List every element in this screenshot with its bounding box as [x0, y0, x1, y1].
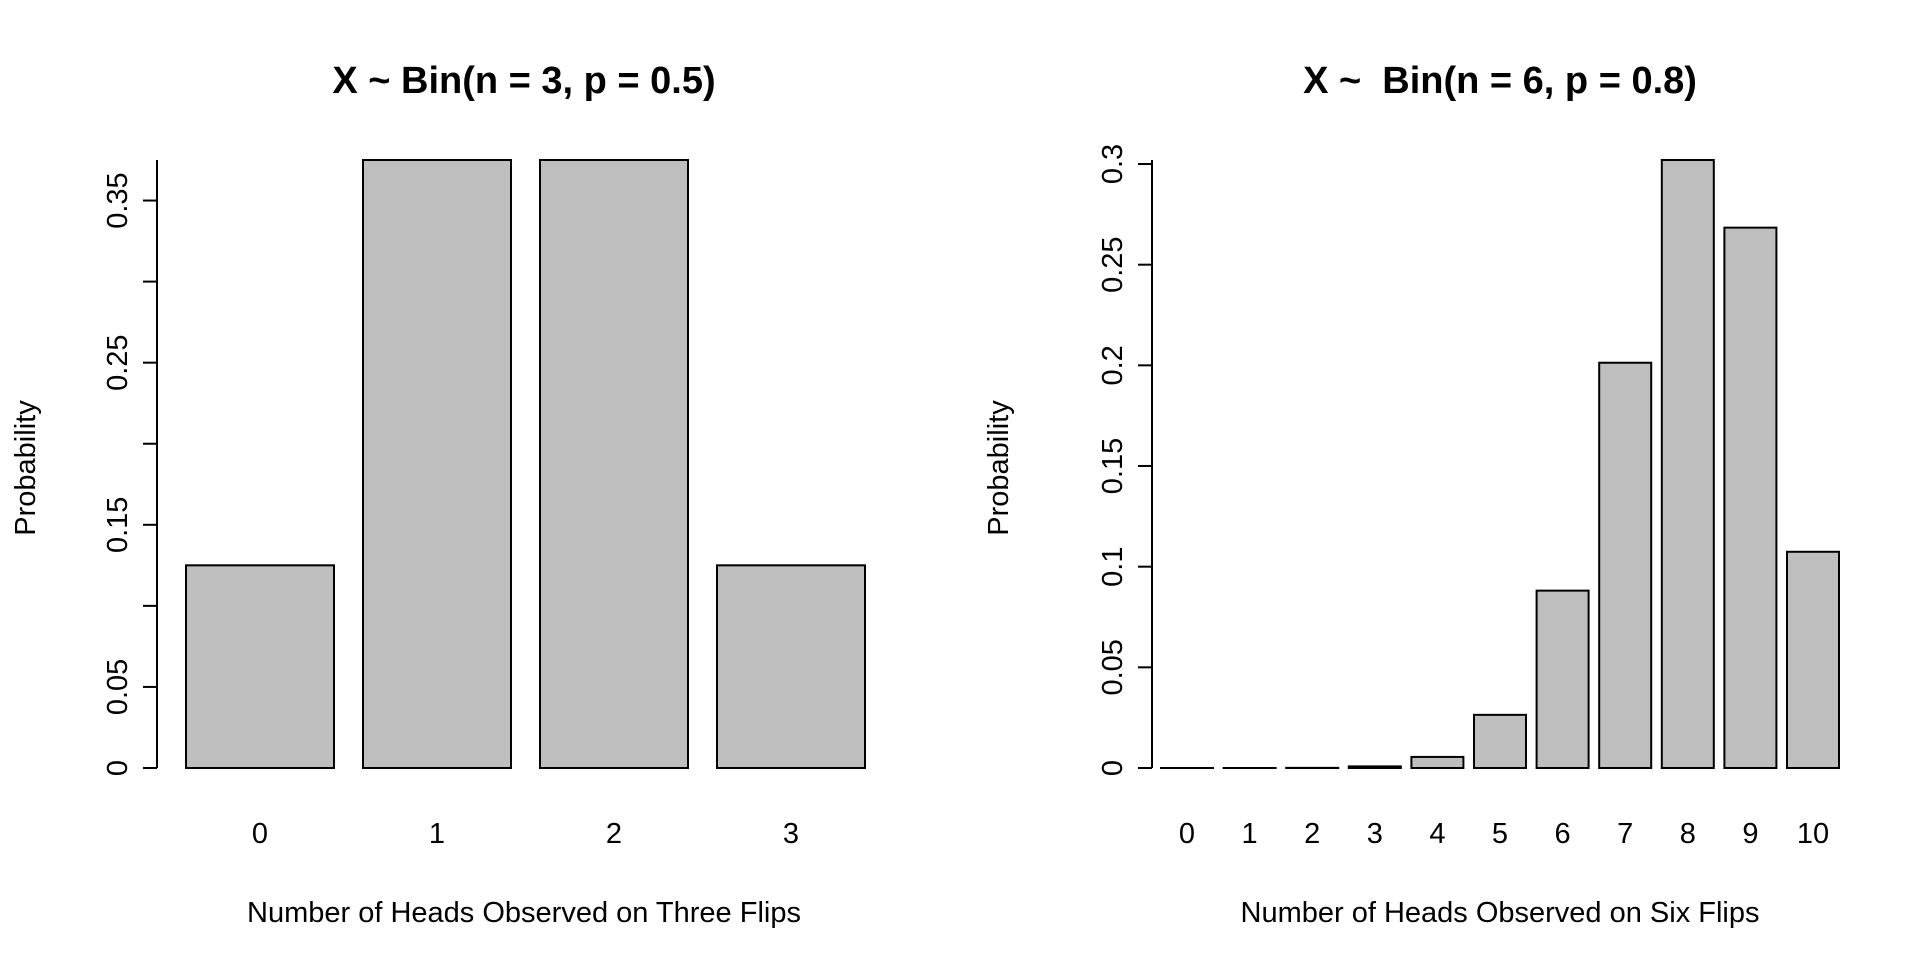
chart-right-x-tick-label: 6	[1555, 818, 1571, 850]
chart-right-y-ticks: 0 0.05 0.1 0.15 0.2 0.25 0.3	[1097, 144, 1152, 776]
chart-right-x-tick-labels: 0 1 2 3 4 5 6 7 8 9 10	[1179, 818, 1829, 850]
chart-left-x-tick-label: 2	[606, 818, 622, 850]
chart-right-bar-8	[1662, 160, 1714, 768]
chart-right-x-tick-label: 4	[1429, 818, 1445, 850]
chart-right-y-tick-label: 0.05	[1097, 639, 1129, 695]
chart-right-y-tick-label: 0	[1097, 760, 1129, 776]
chart-left-y-tick-label: 0.15	[102, 497, 134, 553]
chart-left-y-tick-label: 0.35	[102, 172, 134, 228]
chart-left-bar-3	[717, 565, 865, 768]
chart-right-bar-10	[1787, 552, 1839, 768]
chart-right-y-tick-label: 0.15	[1097, 438, 1129, 494]
chart-right-y-tick-label: 0.3	[1097, 144, 1129, 184]
chart-right-y-tick-label: 0.1	[1097, 547, 1129, 587]
chart-right-y-tick-label: 0.2	[1097, 345, 1129, 385]
chart-right-x-tick-label: 0	[1179, 818, 1195, 850]
chart-left-ylabel: Probability	[10, 400, 42, 536]
chart-left-xlabel: Number of Heads Observed on Three Flips	[247, 897, 801, 929]
chart-left-bars	[186, 160, 865, 768]
chart-left-bar-2	[540, 160, 688, 768]
chart-right-x-tick-label: 8	[1680, 818, 1696, 850]
chart-left-y-tick-label: 0	[102, 760, 134, 776]
chart-right-x-tick-label: 5	[1492, 818, 1508, 850]
chart-left-title: X ~ Bin(n = 3, p = 0.5)	[332, 60, 715, 102]
chart-right-bars	[1161, 160, 1839, 768]
chart-right-bar-4	[1411, 757, 1463, 768]
chart-right-bar-9	[1724, 228, 1776, 768]
chart-right-x-tick-label: 1	[1242, 818, 1258, 850]
chart-right-x-tick-label: 3	[1367, 818, 1383, 850]
chart-left-y-tick-label: 0.25	[102, 334, 134, 390]
chart-left-x-tick-label: 1	[429, 818, 445, 850]
chart-right-bar-3	[1349, 766, 1401, 768]
chart-left-bar-0	[186, 565, 334, 768]
chart-right-x-tick-label: 10	[1797, 818, 1829, 850]
chart-left-x-tick-label: 3	[783, 818, 799, 850]
chart-right-x-tick-label: 7	[1617, 818, 1633, 850]
chart-right-xlabel: Number of Heads Observed on Six Flips	[1241, 897, 1760, 929]
chart-right-y-tick-label: 0.25	[1097, 236, 1129, 292]
chart-right-x-tick-label: 2	[1304, 818, 1320, 850]
chart-right-bar-7	[1599, 363, 1651, 768]
chart-left-y-tick-label: 0.05	[102, 659, 134, 715]
chart-right: X ~ Bin(n = 6, p = 0.8) Probability Numb…	[983, 60, 1839, 929]
chart-left-bar-1	[363, 160, 511, 768]
chart-right-title: X ~ Bin(n = 6, p = 0.8)	[1303, 60, 1697, 102]
chart-left-y-ticks: 0 0.05 0.15 0.25 0.35	[102, 172, 157, 776]
chart-right-bar-5	[1474, 715, 1526, 768]
chart-left-x-tick-labels: 0 1 2 3	[252, 818, 799, 850]
chart-left: X ~ Bin(n = 3, p = 0.5) Probability Numb…	[10, 60, 865, 929]
chart-right-ylabel: Probability	[983, 400, 1015, 536]
chart-left-x-tick-label: 0	[252, 818, 268, 850]
chart-right-x-tick-label: 9	[1742, 818, 1758, 850]
chart-right-bar-6	[1537, 591, 1589, 768]
